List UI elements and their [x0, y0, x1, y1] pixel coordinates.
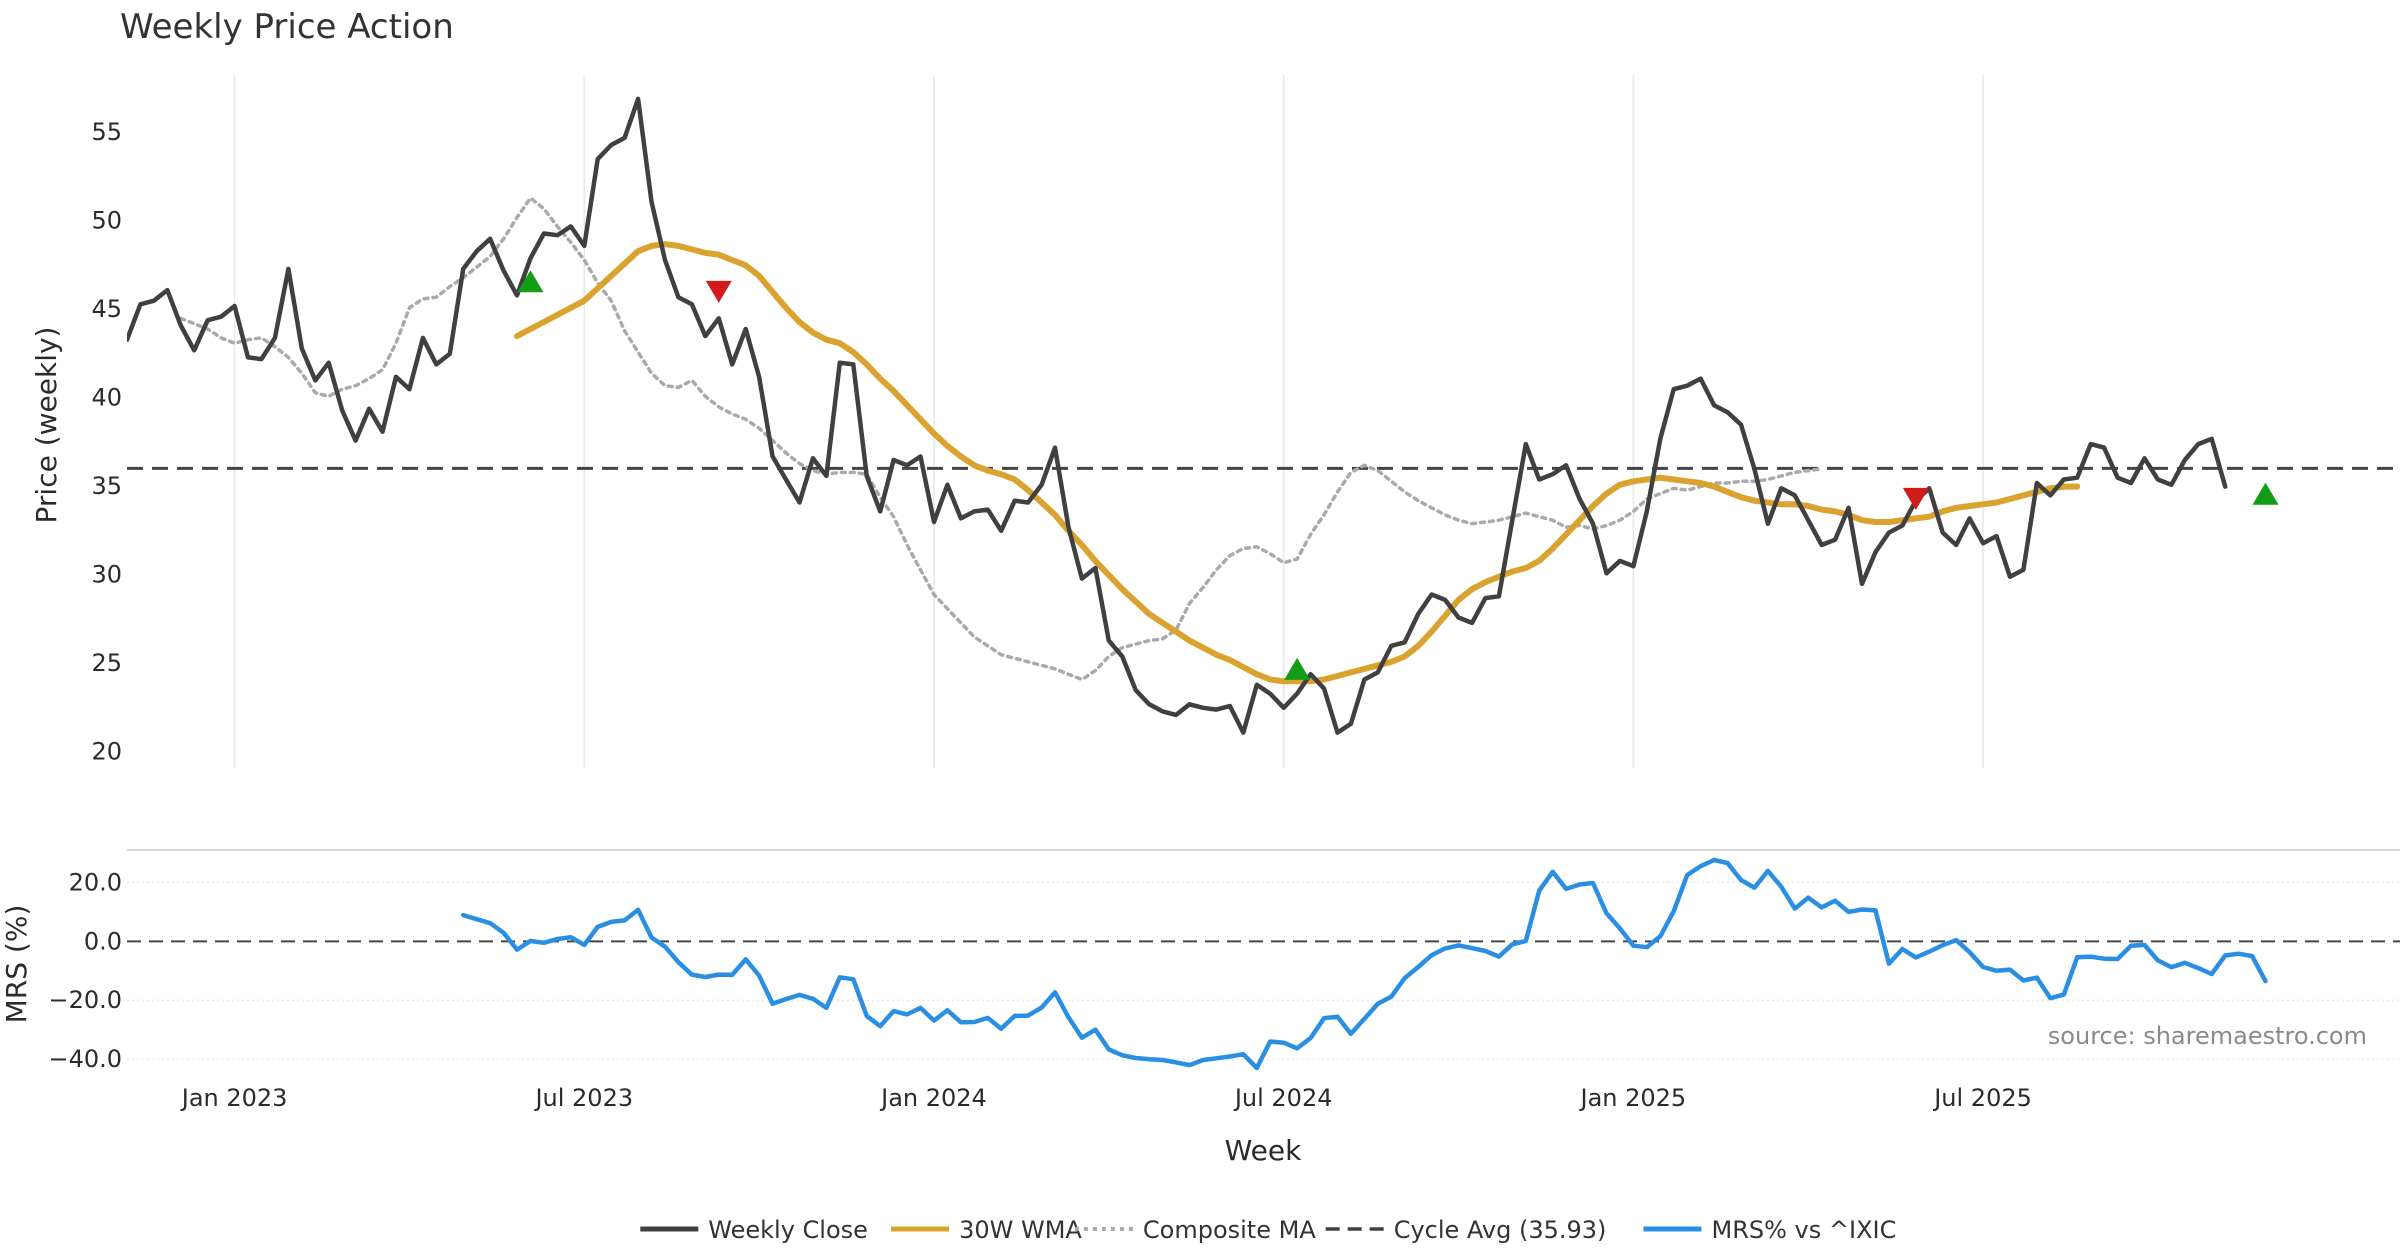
- mrs-y-tick-label: 20.0: [69, 868, 122, 896]
- x-tick-label: Jan 2024: [879, 1084, 987, 1112]
- series-line-mrs: [460, 857, 2268, 1071]
- mrs-axis-title: MRS (%): [0, 905, 33, 1024]
- source-label: source: sharemaestro.com: [2048, 1022, 2367, 1050]
- legend-label: MRS% vs ^IXIC: [1712, 1216, 1897, 1244]
- grid-layer: [127, 75, 2400, 1060]
- price-y-tick-label: 45: [91, 295, 122, 323]
- series-line-weekly-close: [127, 96, 2228, 735]
- x-axis-title: Week: [1225, 1134, 1302, 1167]
- x-tick-label: Jul 2023: [533, 1084, 633, 1112]
- legend-label: Cycle Avg (35.93): [1394, 1216, 1607, 1244]
- price-y-tick-label: 50: [91, 206, 122, 234]
- series-line-composite-ma: [179, 196, 1824, 682]
- buy-signal-marker: [2252, 482, 2279, 505]
- x-tick-label: Jan 2023: [180, 1084, 288, 1112]
- buy-signal-marker: [517, 270, 544, 293]
- mrs-y-tick-label: −20.0: [48, 986, 122, 1014]
- legend-item-cycle-avg-35-93: Cycle Avg (35.93): [1325, 1216, 1607, 1244]
- legend-label: 30W WMA: [959, 1216, 1082, 1244]
- series-line-30w-wma: [514, 241, 2081, 685]
- buy-signal-marker: [1284, 657, 1311, 680]
- price-y-tick-label: 55: [91, 118, 122, 146]
- x-tick-label: Jul 2024: [1233, 1084, 1333, 1112]
- price-y-tick-label: 20: [91, 737, 122, 765]
- legend: Weekly Close 30W WMA Composite MA Cycle Avg…: [640, 1216, 1896, 1244]
- legend-item-composite-ma: Composite MA: [1074, 1216, 1316, 1244]
- legend-label: Weekly Close: [708, 1216, 868, 1244]
- label-layer: Weekly Price Action Week Price (weekly) …: [0, 7, 2367, 1167]
- price-axis-title: Price (weekly): [30, 327, 63, 524]
- sell-signal-marker: [1902, 487, 1929, 511]
- price-y-tick-label: 40: [91, 383, 122, 411]
- legend-item-mrs-vs-ixic: MRS% vs ^IXIC: [1643, 1216, 1897, 1244]
- legend-label: Composite MA: [1143, 1216, 1316, 1244]
- mrs-y-tick-label: 0.0: [84, 927, 122, 955]
- legend-item-weekly-close: Weekly Close: [640, 1216, 868, 1244]
- sell-signal-marker: [705, 280, 732, 303]
- legend-item-30w-wma: 30W WMA: [891, 1216, 1082, 1244]
- mrs-y-tick-label: −40.0: [48, 1045, 122, 1073]
- x-tick-label: Jan 2025: [1579, 1084, 1687, 1112]
- chart-title: Weekly Price Action: [120, 7, 454, 47]
- series-layer: [127, 96, 2400, 1071]
- price-y-tick-label: 25: [91, 649, 122, 677]
- price-y-tick-label: 35: [91, 472, 122, 500]
- marker-layer: [517, 270, 2279, 680]
- x-tick-label: Jul 2025: [1932, 1084, 2032, 1112]
- price-y-tick-label: 30: [91, 560, 122, 588]
